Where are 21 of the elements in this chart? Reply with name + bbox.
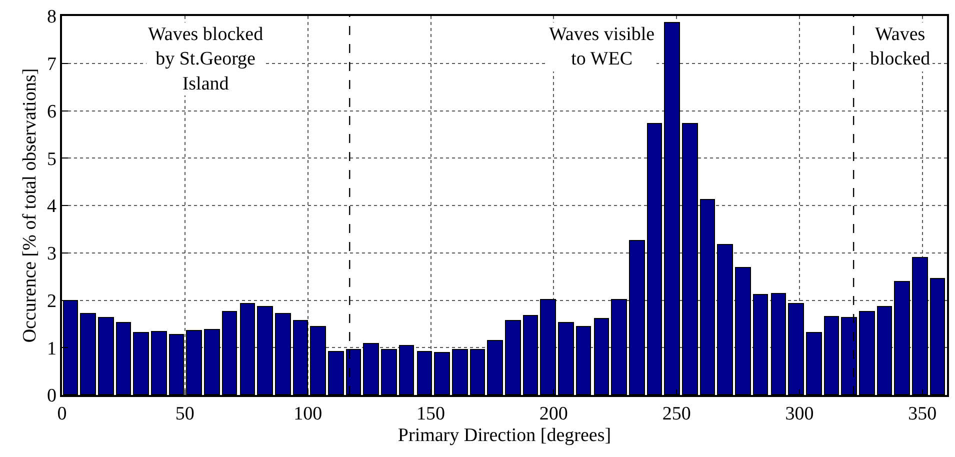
x-tick-label: 100 <box>294 404 322 425</box>
y-tick-label: 2 <box>46 290 56 312</box>
x-tick-label: 150 <box>416 404 445 425</box>
y-tick-label: 4 <box>46 196 57 218</box>
y-tick-label: 3 <box>46 244 56 265</box>
x-axis-title: Primary Direction [degrees] <box>398 424 612 446</box>
x-tick-label: 350 <box>908 404 937 425</box>
y-tick-label: 0 <box>46 386 56 407</box>
annotation: Waves blocked by St.George Island <box>148 24 264 94</box>
annotation: Waves blocked <box>870 24 931 70</box>
y-axis-title: Occurence [% of total observations] <box>19 68 40 343</box>
y-tick-label: 6 <box>46 101 56 122</box>
x-tick-label: 250 <box>662 404 691 425</box>
y-tick-label: 1 <box>46 338 56 360</box>
x-tick-label: 50 <box>175 404 194 425</box>
x-tick-label: 200 <box>539 404 568 425</box>
y-tick-label: 7 <box>46 54 56 76</box>
annotation: Waves visible to WEC <box>549 24 655 70</box>
y-tick-label: 8 <box>46 6 56 28</box>
x-tick-label: 300 <box>785 404 814 425</box>
y-tick-label: 5 <box>46 148 56 170</box>
